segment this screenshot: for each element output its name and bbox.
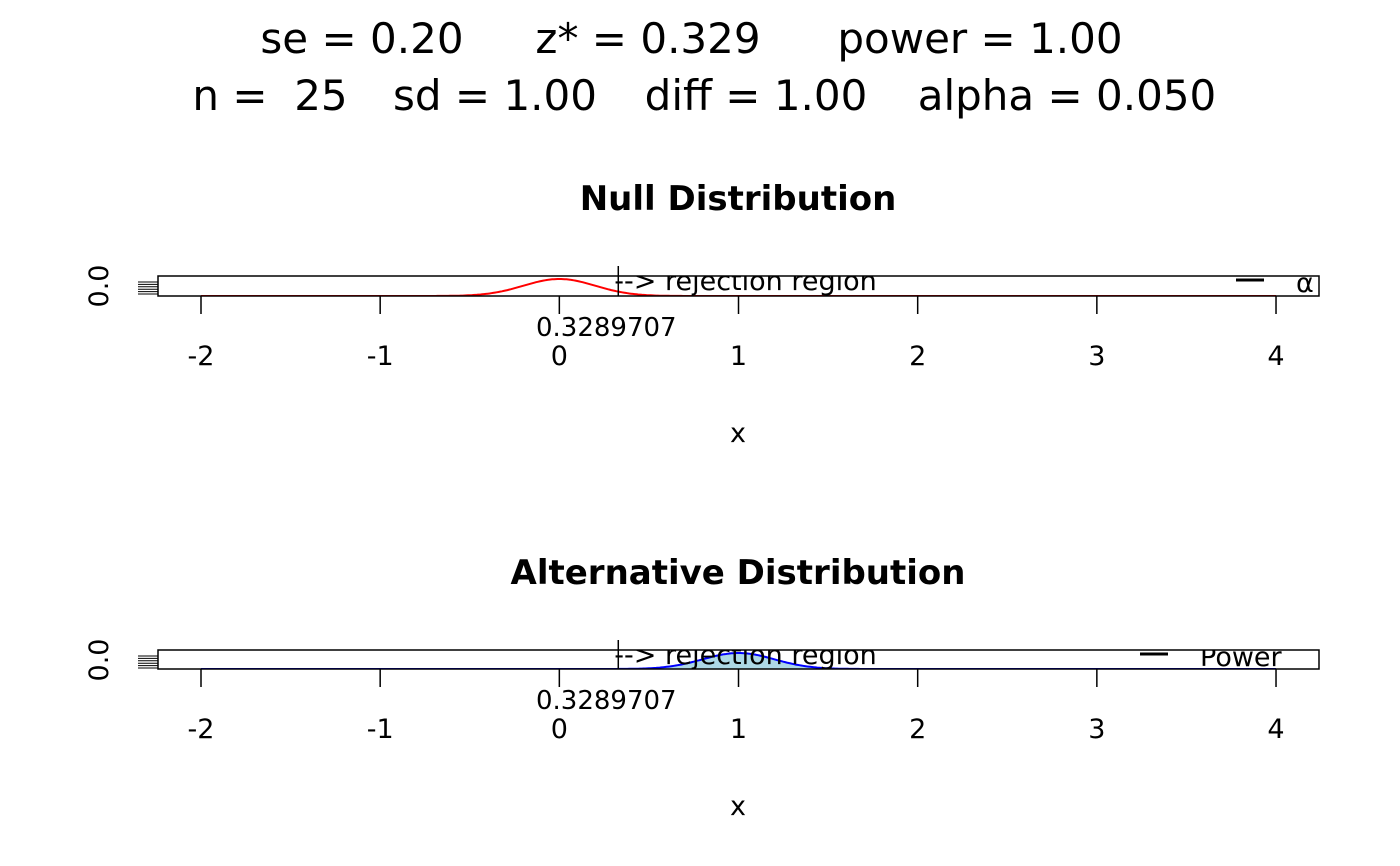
rejection-annotation: --> rejection region [614, 640, 876, 671]
header: se = 0.20 z* = 0.329 power = 1.00 n = 25… [192, 14, 1216, 120]
x-tick-label: 3 [1088, 714, 1105, 745]
x-tick-label: 1 [730, 714, 747, 745]
header-n: n = 25 [192, 71, 347, 120]
x-tick-label: 1 [730, 341, 747, 372]
density-curve [201, 652, 1276, 669]
x-tick-label: 4 [1267, 714, 1284, 745]
header-sd: sd = 1.00 [393, 71, 597, 120]
rejection-annotation: --> rejection region [614, 266, 876, 297]
x-tick-label: 2 [909, 341, 926, 372]
header-alpha: alpha = 0.050 [918, 71, 1217, 120]
critical-label: 0.3289707 [536, 313, 677, 343]
panel-1: Alternative Distribution --> rejection re… [84, 553, 1320, 822]
plot-area: --> rejection region α [201, 266, 1314, 299]
x-axis-label: x [730, 418, 746, 449]
x-tick-label: -2 [188, 341, 215, 372]
x-tick-label: -1 [367, 341, 394, 372]
header-diff: diff = 1.00 [645, 71, 868, 120]
x-tick-label: 0 [551, 341, 568, 372]
y-tick-label: 0.0 [84, 265, 115, 308]
header-power: power = 1.00 [837, 14, 1122, 63]
x-tick-label: -1 [367, 714, 394, 745]
panel-0: Null Distribution --> rejection region α 0.… [84, 179, 1320, 449]
x-axis-label: x [730, 791, 746, 822]
x-tick-label: 2 [909, 714, 926, 745]
x-tick-label: -2 [188, 714, 215, 745]
panel-title: Alternative Distribution [511, 553, 966, 593]
legend-label: Power [1200, 642, 1283, 673]
header-zstar: z* = 0.329 [535, 14, 760, 63]
header-se: se = 0.20 [260, 14, 463, 63]
critical-label: 0.3289707 [536, 686, 677, 716]
x-tick-label: 0 [551, 714, 568, 745]
x-tick-label: 3 [1088, 341, 1105, 372]
x-tick-label: 4 [1267, 341, 1284, 372]
y-tick-label: 0.0 [84, 639, 115, 682]
legend-label: α [1296, 268, 1314, 299]
panel-title: Null Distribution [580, 179, 897, 219]
power-region [618, 653, 1277, 669]
plot-area: --> rejection region Power [201, 640, 1283, 673]
